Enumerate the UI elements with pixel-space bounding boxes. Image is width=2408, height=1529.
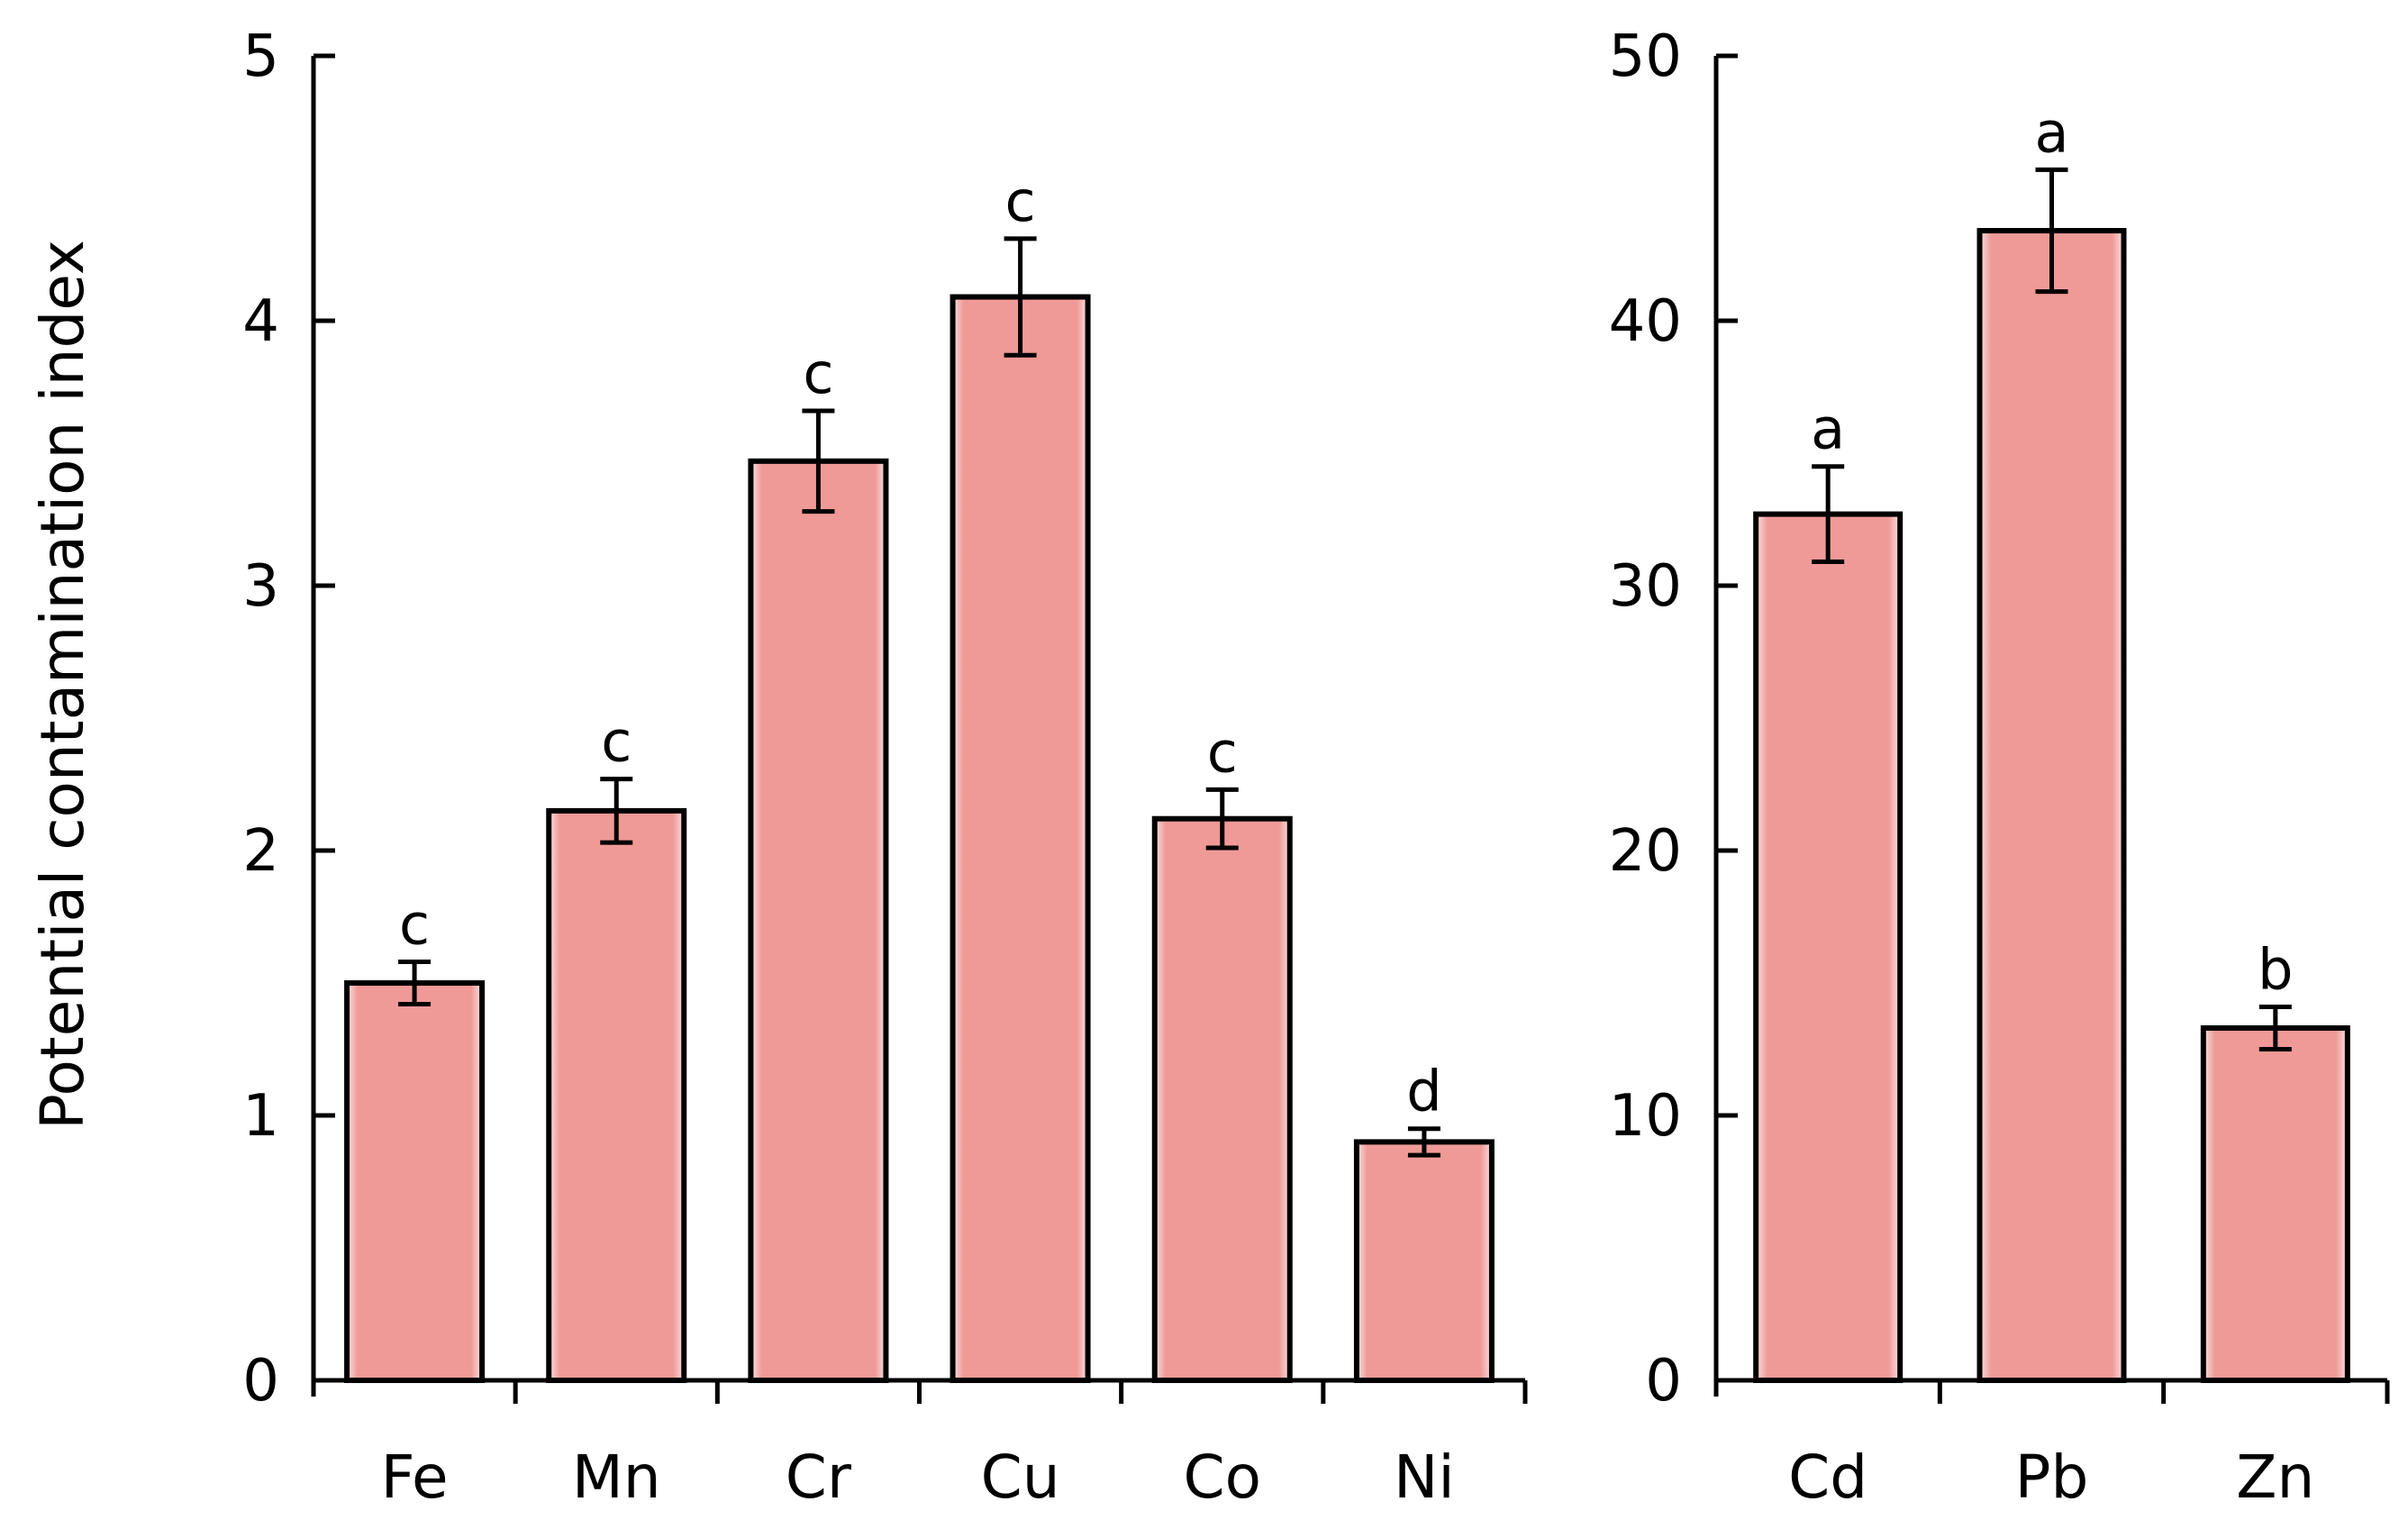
x-tick-label-ni: Ni	[1394, 1443, 1455, 1512]
significance-letter-cr: c	[803, 341, 833, 406]
significance-letter-fe: c	[399, 891, 430, 957]
x-tick-label-fe: Fe	[381, 1443, 449, 1512]
panel-2: 0 10 20 30 40 50 a Cd a Pb b Zn	[1609, 23, 2390, 1512]
y-tick-label: 10	[1609, 1083, 1682, 1150]
bar-cr	[748, 458, 889, 1383]
bar-pb	[1976, 228, 2127, 1383]
y-tick-label: 20	[1609, 818, 1682, 885]
y-tick-label: 40	[1609, 288, 1682, 355]
significance-letter-mn: c	[601, 709, 632, 775]
bar-mn	[546, 807, 687, 1383]
bar-co	[1151, 815, 1293, 1383]
chart-panels: 0 1 2 3 4 5 c Fe c Mn c Cr c Cu c Co d Ni 0 10 20 30 40 50 a Cd a P…	[242, 23, 2390, 1512]
x-tick-label-zn: Zn	[2236, 1443, 2314, 1512]
y-tick-label: 30	[1609, 553, 1682, 620]
x-tick-label-mn: Mn	[572, 1443, 661, 1512]
significance-letter-cd: a	[1811, 396, 1845, 462]
y-tick-label: 5	[242, 23, 279, 90]
y-tick-label: 50	[1609, 23, 1682, 90]
y-tick-label: 0	[242, 1348, 279, 1415]
significance-letter-co: c	[1207, 719, 1238, 785]
significance-letter-cu: c	[1005, 168, 1036, 234]
bar-cu	[950, 294, 1091, 1383]
x-tick-label-cd: Cd	[1788, 1443, 1867, 1512]
bar-zn	[2200, 1024, 2350, 1383]
y-tick-label: 4	[242, 288, 279, 355]
panel-1: 0 1 2 3 4 5 c Fe c Mn c Cr c Cu c Co d Ni	[242, 23, 1528, 1512]
x-tick-label-cu: Cu	[981, 1443, 1060, 1512]
bar-fe	[344, 980, 486, 1383]
y-axis-title: Potential contamination index	[28, 240, 97, 1130]
significance-letter-ni: d	[1406, 1059, 1441, 1124]
x-tick-label-pb: Pb	[2015, 1443, 2089, 1512]
significance-letter-pb: a	[2035, 99, 2069, 165]
bar-ni	[1353, 1139, 1495, 1384]
bar-cd	[1753, 511, 1904, 1383]
y-tick-label: 2	[242, 818, 279, 885]
significance-letter-zn: b	[2258, 936, 2293, 1002]
x-tick-label-cr: Cr	[786, 1443, 852, 1512]
y-tick-label: 0	[1645, 1348, 1682, 1415]
x-tick-label-co: Co	[1184, 1443, 1261, 1512]
y-tick-label: 3	[242, 553, 279, 620]
y-tick-label: 1	[242, 1083, 279, 1150]
